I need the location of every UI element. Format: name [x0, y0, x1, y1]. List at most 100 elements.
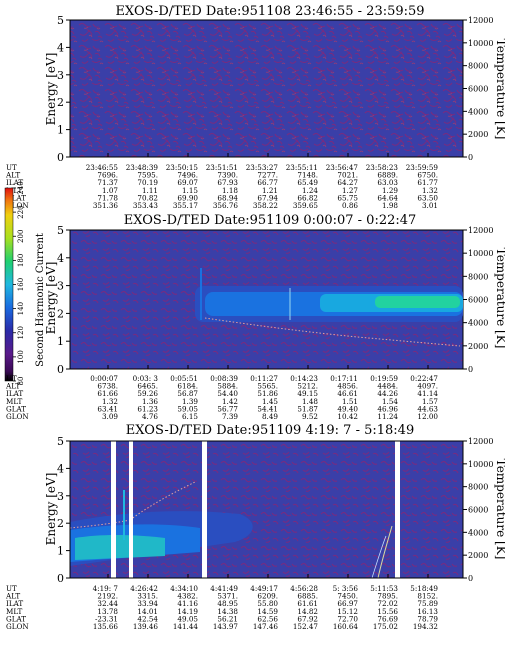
panel-3-ephemeris-value: 4:41:49 [210, 584, 238, 593]
panel-3-ephemeris-value: 55.80 [257, 599, 278, 608]
panel-1-ephemeris-value: 1.15 [182, 186, 198, 195]
panel-3-upper-trace [129, 481, 196, 521]
panel-3-ephemeris-value: 4382. [177, 592, 198, 601]
panel-1-y-tick-label: 3 [57, 69, 64, 82]
panel-1-ephemeris-value: 1.32 [422, 186, 438, 195]
panel-2-y2-axis-label: Temperature [K] [494, 248, 505, 349]
panel-3-ephemeris-row-label: GLON [6, 622, 29, 631]
panel-3-ephemeris-value: 6209. [257, 592, 278, 601]
panel-2-y2-tick-label: 6000 [468, 296, 488, 305]
panel-3-y-tick-label: 2 [57, 517, 64, 530]
panel-3-ephemeris-value: 32.44 [97, 599, 118, 608]
panel-2-y-tick-label: 3 [57, 280, 64, 293]
panel-2-y-tick-label: 4 [57, 252, 64, 265]
panel-1-ephemeris-value: 23:51:51 [206, 163, 238, 172]
panel-1-ephemeris-value: 356.76 [213, 201, 239, 210]
panel-2-ephemeris-value: 0:14:23 [290, 374, 318, 383]
panel-2-y2-tick-label: 10000 [468, 249, 493, 258]
panel-2-ephemeris-value: 4.76 [142, 412, 158, 421]
panel-2-ephemeris-value: 6465. [137, 382, 158, 391]
panel-3-ephemeris-value: 66.97 [337, 599, 358, 608]
colorbar-tick-label: 160 [17, 278, 25, 291]
panel-3-ephemeris-value: 143.97 [213, 622, 239, 631]
panel-1-ephemeris-value: 7696. [97, 171, 118, 180]
panel-2-ephemeris-value: 0:11:27 [250, 374, 278, 383]
panel-1-title: EXOS-D/TED Date:951108 23:46:55 - 23:59:… [115, 4, 424, 19]
panel-3-ephemeris-row-label: ILAT [6, 599, 23, 608]
panel-3-ephemeris-value: 7450. [337, 592, 358, 601]
panel-1-ephemeris-value: 66.82 [297, 193, 318, 202]
panel-2-y2-tick-label: 4000 [468, 319, 488, 328]
panel-3-ephemeris-row-label: GLAT [6, 614, 26, 623]
panel-2-ephemeris-value: 1.45 [262, 397, 278, 406]
panel-2-ephemeris-value: 59.05 [177, 404, 198, 413]
panel-3-y2-axis-label: Temperature [K] [494, 459, 505, 560]
panel-2: EXOS-D/TED Date:951109 0:00:07 - 0:22:47… [5, 213, 505, 421]
panel-1-ephemeris-value: 1.11 [142, 186, 158, 195]
panel-2-ephemeris-value: 5212. [297, 382, 318, 391]
panel-3-ephemeris-value: 62.56 [257, 614, 278, 623]
panel-1-y2-tick-label: 6000 [468, 85, 488, 94]
panel-2-ephemeris-table: UTALTILATMLTGLATGLON0:00:076738.61.661.3… [5, 365, 438, 421]
panel-2-y-ticks: 0 1 2 3 4 5 [57, 224, 70, 376]
panel-2-ephemeris-value: 1.42 [222, 397, 238, 406]
panel-2-ephemeris-value: 0:05:51 [170, 374, 198, 383]
panel-2-ephemeris-value: 0:03: 3 [133, 374, 159, 383]
panel-3-ephemeris-row-label: ALT [5, 592, 20, 601]
panel-3-ephemeris-value: 160.64 [333, 622, 359, 631]
panel-1-ephemeris-value: 67.94 [257, 193, 278, 202]
panel-3-ephemeris-value: 61.61 [297, 599, 318, 608]
panel-2-ephemeris-value: 8.49 [262, 412, 278, 421]
panel-2-ephemeris-value: 46.61 [337, 389, 358, 398]
panel-1-ephemeris-value: 1.18 [222, 186, 238, 195]
panel-1-ephemeris-value: 355.17 [173, 201, 199, 210]
panel-3-y2-tick-label: 12000 [468, 437, 493, 446]
panel-2-ephemeris-value: 4856. [337, 382, 358, 391]
colorbar-tick-label: 80 [17, 377, 25, 386]
panel-2-y-axis-label: Energy [eV] [44, 262, 58, 335]
panel-1-ephemeris-value: 6750. [417, 171, 438, 180]
panel-2-y-tick-label: 5 [57, 224, 64, 237]
panel-2-ephemeris-value: 0:22:47 [410, 374, 438, 383]
panel-2-ephemeris-value: 6184. [177, 382, 198, 391]
colorbar-tick-label: 120 [17, 326, 25, 339]
panel-2-ephemeris-row-label: GLON [6, 412, 29, 421]
panel-1-ephemeris-value: 66.77 [257, 178, 278, 187]
panel-1-ephemeris-value: 7148. [297, 171, 318, 180]
panel-3-ephemeris-value: 5: 3:56 [333, 584, 359, 593]
panel-2-ephemeris-value: 59.26 [137, 389, 158, 398]
panel-1: EXOS-D/TED Date:951108 23:46:55 - 23:59:… [5, 4, 505, 210]
panel-1-ephemeris-value: 359.65 [293, 201, 319, 210]
panel-1-ephemeris-table: UTALTILATMLTGLATGLON23:46:557696.71.371.… [5, 153, 438, 210]
panel-1-ephemeris-value: 3.01 [422, 201, 438, 210]
panel-1-ephemeris-row-label: GLON [6, 201, 29, 210]
panel-3-ephemeris-value: 175.02 [373, 622, 398, 631]
panel-1-ephemeris-value: 1.98 [382, 201, 398, 210]
panel-1-y-axis-label: Energy [eV] [44, 53, 58, 126]
panel-1-ephemeris-value: 63.50 [417, 193, 438, 202]
panel-3-y2-tick-label: 4000 [468, 528, 488, 537]
panel-2-enhanced-band-core [375, 296, 460, 308]
panel-3-ephemeris-value: 4:19: 7 [93, 584, 119, 593]
panel-2-ephemeris-value: 41.14 [417, 389, 438, 398]
panel-2-ephemeris-value: 49.15 [297, 389, 318, 398]
panel-1-ephemeris-value: 6889. [377, 171, 398, 180]
panel-3-y-ticks: 0 1 2 3 4 5 [57, 435, 70, 585]
panel-3-ephemeris-value: 5:11:53 [370, 584, 398, 593]
panel-1-ephemeris-value: 23:50:15 [166, 163, 199, 172]
panel-1-ephemeris-value: 71.37 [97, 178, 118, 187]
panel-2-ephemeris-value: 5565. [257, 382, 278, 391]
panel-1-ephemeris-value: 69.90 [177, 193, 198, 202]
panel-3-ephemeris-value: 15.12 [337, 607, 358, 616]
panel-2-ephemeris-value: 56.87 [177, 389, 198, 398]
panel-2-ephemeris-value: 10.42 [337, 412, 358, 421]
panel-2-ephemeris-value: 1.57 [422, 397, 438, 406]
panel-3-ephemeris-value: 5371. [217, 592, 238, 601]
panel-2-ephemeris-value: 4097. [417, 382, 438, 391]
panel-1-ephemeris-value: 23:59:59 [406, 163, 439, 172]
panel-2-ephemeris-value: 63.41 [97, 404, 118, 413]
panel-2-ephemeris-value: 7.39 [222, 412, 238, 421]
colorbar-tick-label: 200 [17, 230, 25, 243]
panel-1-ephemeris-value: 64.64 [377, 193, 398, 202]
panel-3-y2-tick-label: 10000 [468, 460, 493, 469]
